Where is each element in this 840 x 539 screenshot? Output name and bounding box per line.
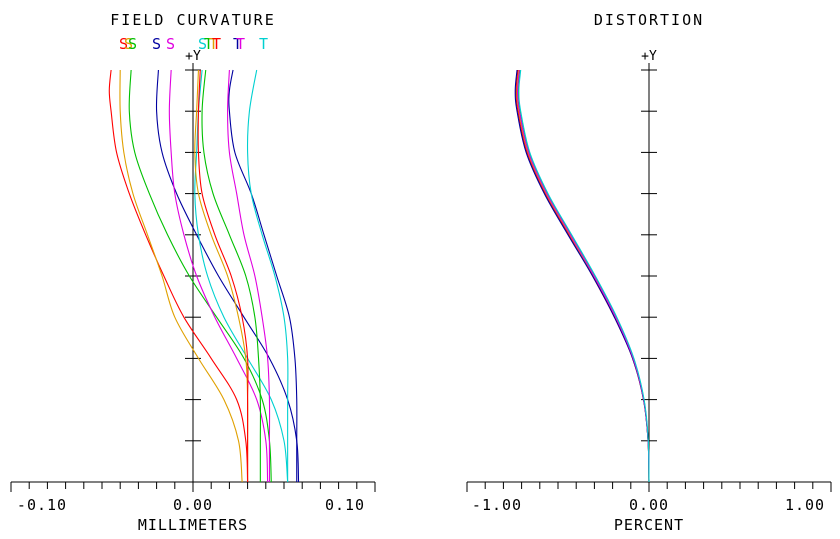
field-curvature-legend-label: S xyxy=(152,35,161,53)
field-curvature-x-axis-label: MILLIMETERS xyxy=(138,516,248,534)
distortion-y-label: +Y xyxy=(641,49,657,64)
field-curvature-legend-label: T xyxy=(233,35,242,53)
field-curvature-legend-label: S xyxy=(166,35,175,53)
field-curvature-curve xyxy=(194,69,289,483)
field-curvature-curves xyxy=(108,69,300,483)
field-curvature-curve xyxy=(227,69,271,482)
field-curvature-curve xyxy=(228,69,298,482)
distortion-x-axis-label: PERCENT xyxy=(614,516,684,534)
distortion-curves xyxy=(514,69,650,483)
field-curvature-curve xyxy=(108,69,249,483)
field-curvature-legend-label: T xyxy=(259,35,268,53)
field-curvature-legend-label: T xyxy=(204,35,213,53)
field-curvature-curve xyxy=(201,69,262,482)
distortion-x-tick-label: 0.00 xyxy=(629,496,669,514)
field-curvature-y-label: +Y xyxy=(185,49,201,64)
field-curvature-legend-label: S xyxy=(128,35,137,53)
distortion-curve xyxy=(516,69,650,483)
distortion-panel: DISTORTION +Y -1.00 0.00 1.00 PERCENT xyxy=(466,11,832,534)
field-curvature-legend-label: S xyxy=(198,35,207,53)
field-curvature-curve xyxy=(128,69,272,483)
field-curvature-legend-label: T xyxy=(209,35,218,53)
field-curvature-curve xyxy=(246,69,289,482)
field-curvature-curve xyxy=(155,69,300,483)
distortion-curve xyxy=(517,69,650,483)
distortion-x-tick-label: 1.00 xyxy=(785,496,825,514)
field-curvature-legend-label: T xyxy=(212,35,221,53)
distortion-curve xyxy=(515,69,650,483)
field-curvature-curve xyxy=(119,69,243,483)
field-curvature-legend-label: T xyxy=(236,35,245,53)
distortion-curve xyxy=(517,69,650,483)
field-curvature-curve xyxy=(197,69,249,483)
field-curvature-axes xyxy=(10,63,376,492)
field-curvature-legend-label: S xyxy=(124,35,133,53)
distortion-curve xyxy=(514,69,650,483)
field-curvature-x-tick-label: 0.00 xyxy=(173,496,213,514)
distortion-curve xyxy=(518,69,650,483)
field-curvature-x-tick-label: 0.10 xyxy=(325,496,365,514)
field-curvature-title: FIELD CURVATURE xyxy=(110,11,275,29)
field-curvature-legend-label: S xyxy=(119,35,128,53)
distortion-title: DISTORTION xyxy=(594,11,704,29)
field-curvature-x-tick-label: -0.10 xyxy=(17,496,67,514)
distortion-x-tick-label: -1.00 xyxy=(472,496,522,514)
